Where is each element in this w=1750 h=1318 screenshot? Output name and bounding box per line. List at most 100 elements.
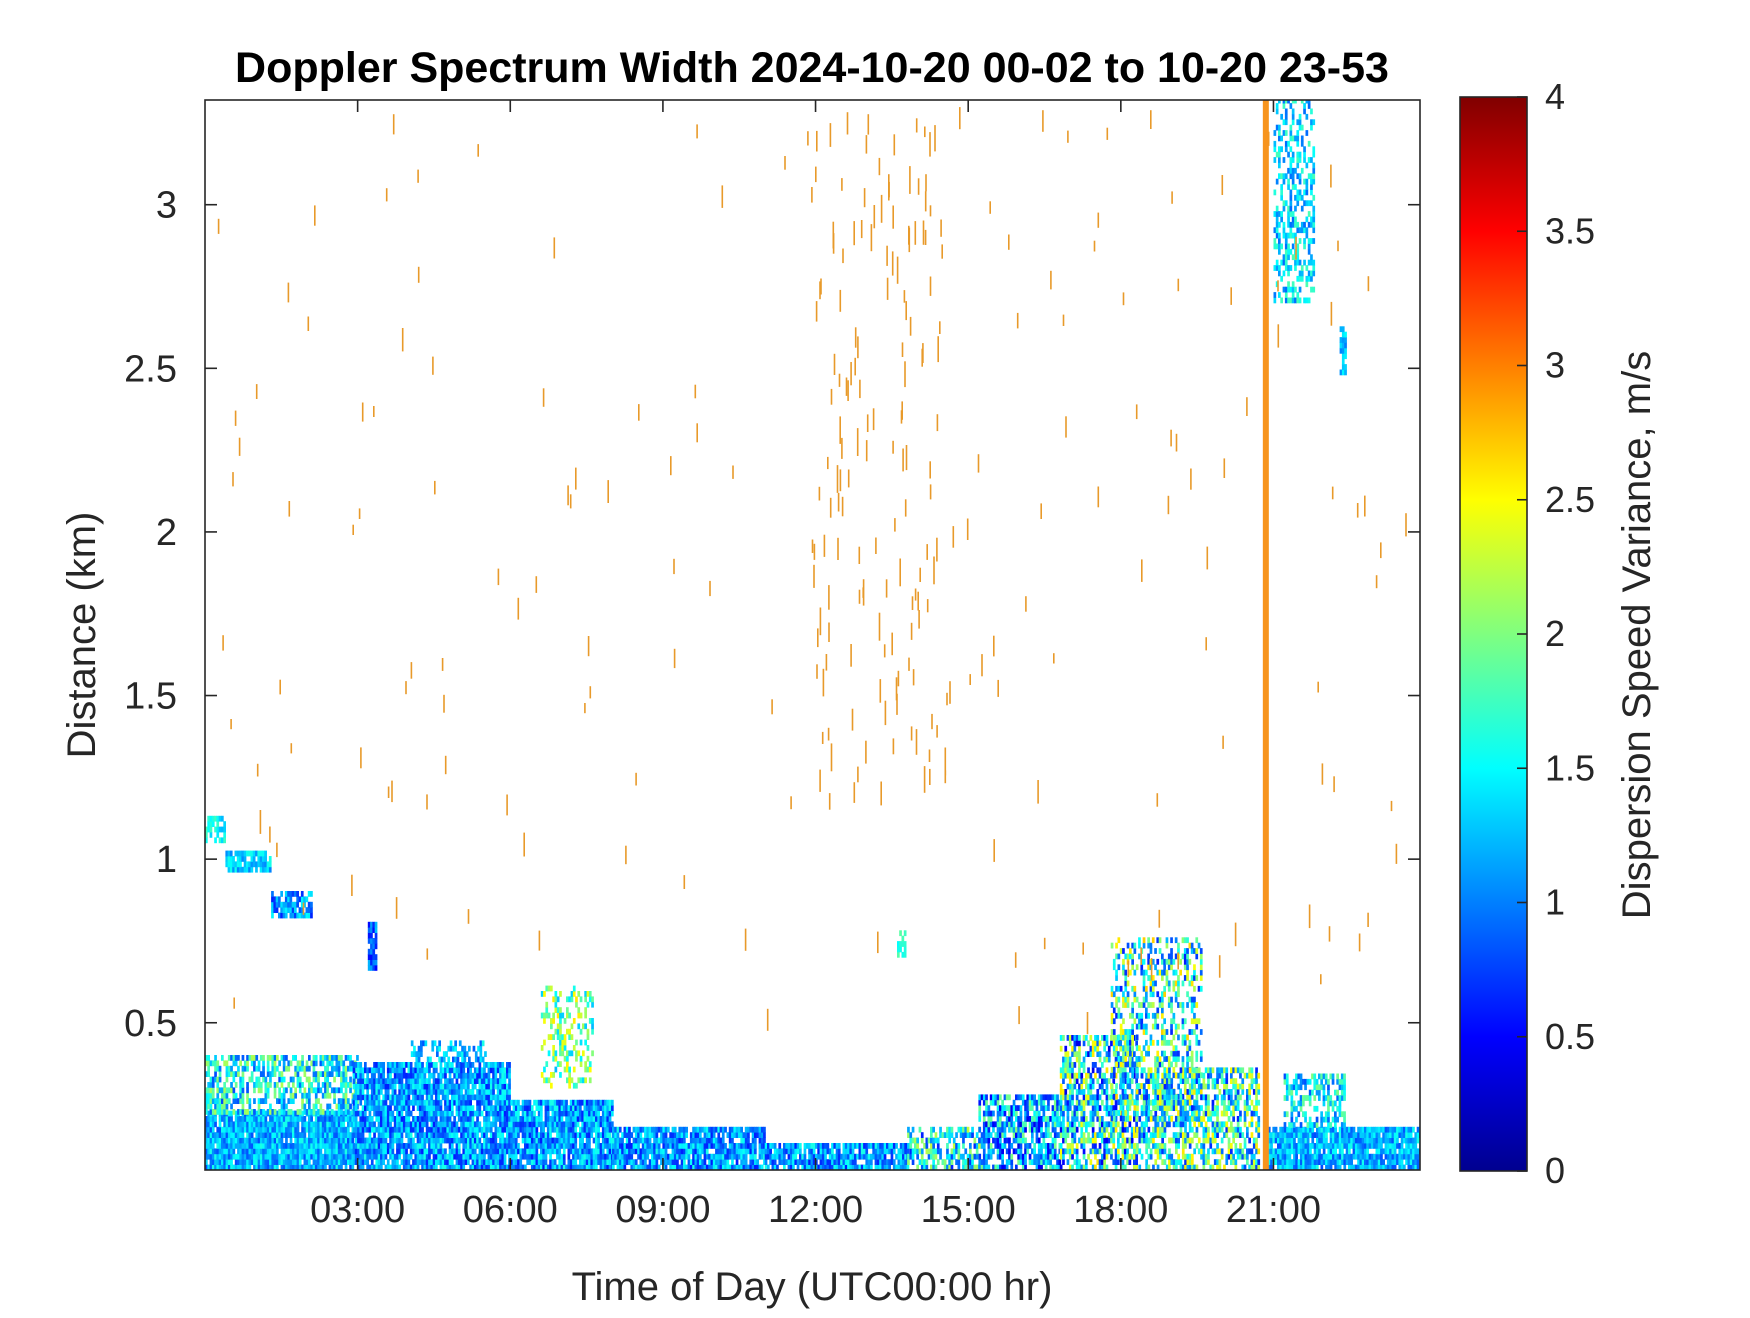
- heatmap-cell: [425, 1105, 429, 1111]
- heatmap-cell: [930, 1143, 933, 1149]
- heatmap-cell: [831, 1164, 834, 1171]
- heatmap-cell: [464, 1078, 468, 1084]
- heatmap-cell: [556, 1137, 559, 1144]
- heatmap-cell: [344, 1109, 348, 1115]
- heatmap-cell: [519, 1126, 523, 1133]
- heatmap-cell: [524, 1121, 527, 1128]
- heatmap-cell: [449, 1040, 453, 1047]
- heatmap-cell: [407, 1153, 411, 1160]
- heatmap-cell: [1073, 1051, 1077, 1057]
- heatmap-cell: [421, 1121, 424, 1128]
- heatmap-cell: [1033, 1099, 1036, 1106]
- heatmap-cell: [211, 1153, 215, 1160]
- heatmap-cell: [662, 1137, 666, 1144]
- heatmap-cell: [366, 1148, 369, 1155]
- heatmap-cell: [239, 1121, 242, 1128]
- heatmap-cell: [657, 1148, 661, 1155]
- heatmap-cell: [514, 1137, 518, 1144]
- heatmap-cell: [914, 1148, 917, 1155]
- heatmap-cell: [503, 1099, 507, 1106]
- heatmap-cell: [1064, 1137, 1068, 1144]
- heatmap-cell: [276, 1164, 279, 1171]
- heatmap-cell: [448, 1137, 452, 1144]
- heatmap-cell: [902, 1159, 905, 1165]
- heatmap-cell: [581, 1121, 584, 1128]
- heatmap-cell: [721, 1132, 725, 1138]
- heatmap-cell: [264, 1087, 268, 1094]
- heatmap-cell: [476, 1116, 479, 1122]
- heatmap-cell: [377, 1110, 381, 1117]
- heatmap-cell: [576, 1153, 580, 1160]
- heatmap-cell: [352, 1094, 356, 1101]
- heatmap-cell: [978, 1153, 982, 1160]
- heatmap-cell: [342, 1076, 346, 1083]
- heatmap-cell: [560, 1132, 564, 1138]
- heatmap-cell: [549, 1148, 552, 1155]
- heatmap-cell: [897, 1159, 901, 1165]
- heatmap-cell: [255, 1137, 259, 1144]
- heatmap-cell: [209, 1109, 213, 1115]
- heatmap-cell: [471, 1137, 475, 1144]
- heatmap-cell: [999, 1164, 1002, 1171]
- heatmap-cell: [1026, 1148, 1030, 1155]
- heatmap-cell: [464, 1099, 468, 1106]
- heatmap-cell: [687, 1159, 691, 1165]
- heatmap-cell: [514, 1110, 518, 1117]
- heatmap-cell: [435, 1126, 438, 1133]
- heatmap-cell: [535, 1153, 539, 1160]
- heatmap-cell: [946, 1126, 949, 1133]
- heatmap-cell: [1017, 1105, 1020, 1111]
- heatmap-cell: [471, 1105, 475, 1111]
- heatmap-cell: [373, 1105, 376, 1111]
- heatmap-cell: [349, 1065, 352, 1072]
- heatmap-cell: [326, 1076, 329, 1083]
- heatmap-cell: [467, 1089, 470, 1095]
- heatmap-cell: [259, 1116, 263, 1122]
- heatmap-cell: [971, 1159, 974, 1165]
- heatmap-cell: [218, 1121, 222, 1128]
- heatmap-cell: [328, 1148, 332, 1155]
- heatmap-cell: [1028, 1105, 1032, 1111]
- heatmap-cell: [214, 1132, 217, 1138]
- heatmap-cell: [487, 1099, 491, 1106]
- heatmap-cell: [342, 1110, 346, 1117]
- heatmap-cell: [1105, 1051, 1109, 1057]
- heatmap-cell: [366, 1094, 369, 1101]
- heatmap-cell: [237, 1071, 240, 1077]
- heatmap-cell: [780, 1153, 784, 1160]
- heatmap-cell: [948, 1159, 951, 1165]
- heatmap-cell: [514, 1143, 518, 1149]
- heatmap-cell: [1085, 1126, 1088, 1133]
- heatmap-cell: [342, 1092, 346, 1099]
- heatmap-cell: [618, 1143, 622, 1149]
- heatmap-cell: [612, 1137, 615, 1144]
- heatmap-cell: [451, 1099, 454, 1106]
- heatmap-cell: [292, 1076, 295, 1083]
- heatmap-cell: [565, 1126, 568, 1133]
- heatmap-cell: [1121, 1137, 1125, 1144]
- heatmap-cell: [724, 1164, 727, 1171]
- heatmap-cell: [446, 1159, 450, 1165]
- heatmap-cell: [510, 1143, 513, 1149]
- heatmap-cell: [1078, 1137, 1081, 1144]
- heatmap-cell: [689, 1143, 693, 1149]
- heatmap-cell: [503, 1126, 507, 1133]
- heatmap-cell: [303, 1087, 307, 1094]
- heatmap-cell: [851, 1148, 855, 1155]
- heatmap-cell: [241, 1071, 245, 1077]
- heatmap-cell: [1135, 1012, 1139, 1019]
- heatmap-cell: [837, 1148, 841, 1155]
- heatmap-cell: [1075, 1035, 1079, 1041]
- heatmap-cell: [858, 1148, 862, 1155]
- heatmap-cell: [1071, 1153, 1074, 1160]
- heatmap-cell: [1131, 1072, 1134, 1079]
- heatmap-cell: [1024, 1099, 1027, 1106]
- heatmap-cell: [1073, 1159, 1077, 1165]
- heatmap-cell: [957, 1148, 961, 1155]
- heatmap-cell: [574, 1148, 578, 1155]
- heatmap-cell: [576, 1164, 580, 1171]
- heatmap-cell: [595, 1116, 598, 1122]
- heatmap-cell: [1075, 1105, 1079, 1111]
- heatmap-cell: [418, 1094, 422, 1101]
- heatmap-cell: [618, 1137, 622, 1144]
